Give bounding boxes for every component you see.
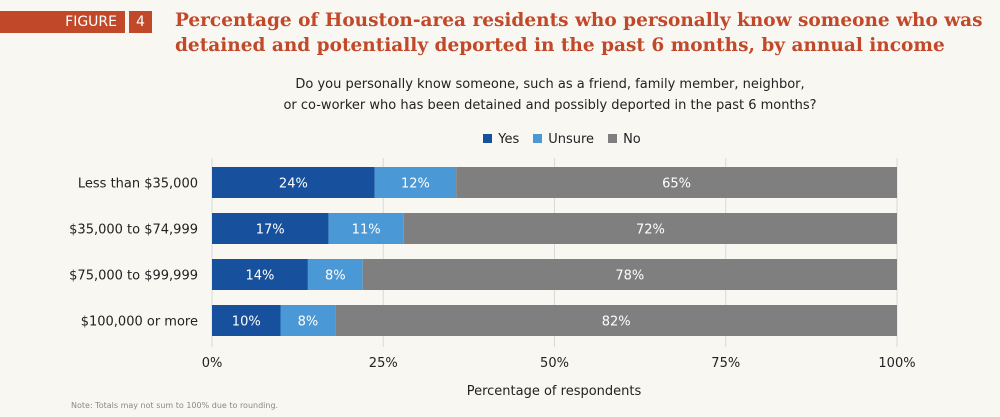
legend-label-unsure: Unsure (548, 132, 595, 147)
legend-label-yes: Yes (498, 132, 520, 147)
figure-label: FIGURE (0, 11, 125, 33)
bar-yes (212, 259, 308, 290)
legend-swatch-yes (483, 134, 493, 143)
data-label: 72% (636, 223, 665, 238)
footnote: Note: Totals may not sum to 100% due to … (71, 401, 279, 410)
data-label: 10% (232, 315, 261, 330)
chart-subtitle: Do you personally know someone, such as … (200, 74, 900, 116)
x-tick-label: 50% (540, 356, 569, 371)
figure-number: 4 (129, 11, 152, 33)
data-label: 65% (662, 177, 691, 192)
bar-no (403, 213, 897, 244)
data-label: 8% (325, 269, 346, 284)
x-tick-label: 100% (878, 356, 915, 371)
bar-no (335, 305, 897, 336)
data-label: 17% (256, 223, 285, 238)
x-axis-label: Percentage of respondents (467, 384, 642, 399)
subtitle-line-1: Do you personally know someone, such as … (295, 77, 805, 92)
bar-unsure (374, 167, 457, 198)
data-label: 12% (401, 177, 430, 192)
data-label: 24% (279, 177, 308, 192)
data-label: 78% (615, 269, 644, 284)
bar-no (456, 167, 897, 198)
data-label: 8% (298, 315, 319, 330)
data-label: 11% (352, 223, 381, 238)
y-category-label: $100,000 or more (81, 315, 198, 330)
chart-title: Percentage of Houston-area residents who… (175, 10, 983, 56)
bar-yes (212, 167, 375, 198)
y-category-label: $35,000 to $74,999 (69, 223, 198, 238)
data-label: 82% (602, 315, 631, 330)
x-tick-label: 75% (711, 356, 740, 371)
y-category-label: $75,000 to $99,999 (69, 269, 198, 284)
legend-label-no: No (623, 132, 641, 147)
bar-unsure (307, 259, 363, 290)
bar-yes (212, 305, 281, 336)
legend: Yes Unsure No (0, 132, 1000, 147)
x-tick-label: 25% (369, 356, 398, 371)
bar-unsure (328, 213, 404, 244)
legend-swatch-no (608, 134, 618, 143)
bar-no (362, 259, 897, 290)
subtitle-line-2: or co-worker who has been detained and p… (283, 98, 817, 113)
legend-swatch-unsure (533, 134, 543, 143)
bar-yes (212, 213, 329, 244)
bar-unsure (280, 305, 336, 336)
y-category-label: Less than $35,000 (78, 177, 198, 192)
x-tick-label: 0% (202, 356, 223, 371)
data-label: 14% (245, 269, 274, 284)
